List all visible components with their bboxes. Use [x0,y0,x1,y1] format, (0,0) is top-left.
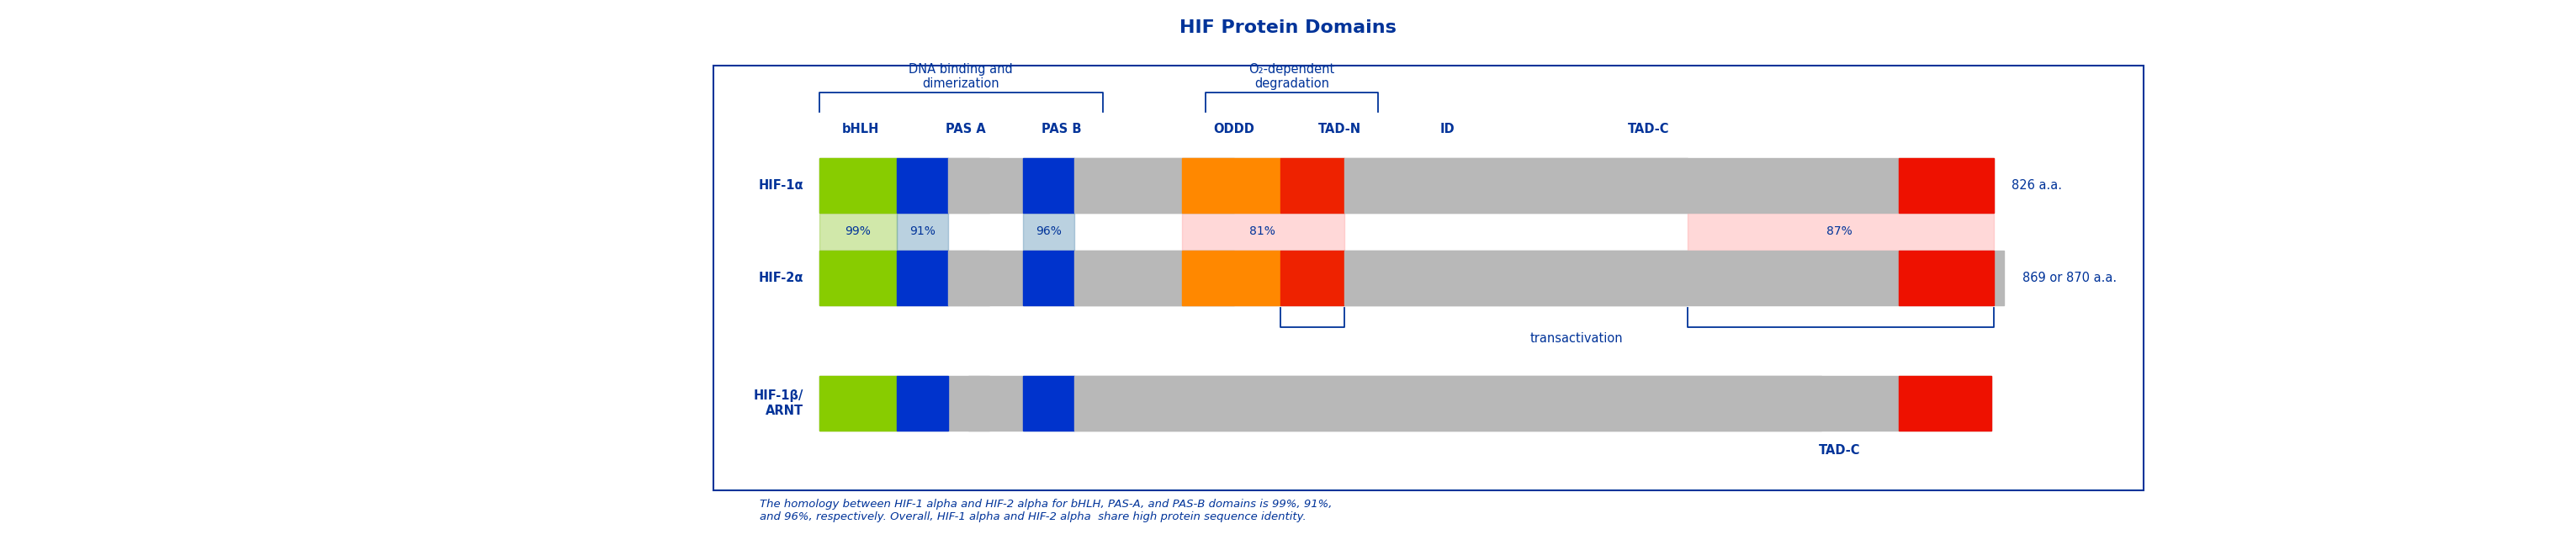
Bar [896,213,948,251]
Bar [1023,376,1074,431]
Bar [1074,376,1821,431]
Text: TAD-C: TAD-C [1819,444,1860,457]
Bar [948,251,969,305]
Bar [1345,251,1499,305]
Bar [1280,251,1345,305]
Text: bHLH: bHLH [842,123,878,135]
Text: TAD-C: TAD-C [1628,123,1669,135]
Bar [1687,213,1994,251]
Text: HIF-2α: HIF-2α [760,271,804,284]
Bar [819,376,896,431]
Bar [1499,251,1687,305]
Text: ID: ID [1440,123,1455,135]
Bar [819,158,896,213]
Text: PAS B: PAS B [1041,123,1082,135]
Bar [1074,158,1234,213]
Bar [1023,158,1074,213]
Text: DNA binding and
dimerization: DNA binding and dimerization [909,63,1012,90]
Text: 99%: 99% [845,226,871,238]
Text: 869 or 870 a.a.: 869 or 870 a.a. [2022,271,2117,284]
Bar [1023,213,1074,251]
Text: The homology between HIF-1 alpha and HIF-2 alpha for bHLH, PAS-A, and PAS-B doma: The homology between HIF-1 alpha and HIF… [760,499,1332,522]
Bar [969,376,989,431]
Bar [1499,158,1687,213]
Text: HIF-1β/
ARNT: HIF-1β/ ARNT [755,390,804,417]
Bar [714,65,2143,490]
Text: 826 a.a.: 826 a.a. [2012,179,2063,192]
Bar [819,213,896,251]
Bar [1280,158,1345,213]
Bar [1074,251,1234,305]
Bar [896,158,948,213]
Text: 91%: 91% [909,226,935,238]
Bar [819,251,2004,305]
Bar [969,158,989,213]
Bar [948,158,969,213]
Bar [1899,376,1991,431]
Text: transactivation: transactivation [1530,332,1623,345]
Text: ODDD: ODDD [1213,123,1255,135]
Text: O₂-dependent
degradation: O₂-dependent degradation [1249,63,1334,90]
Text: PAS A: PAS A [945,123,987,135]
Bar [1182,251,1280,305]
Text: HIF-1α: HIF-1α [757,179,804,192]
Bar [819,376,1991,431]
Bar [819,158,1994,213]
Text: TAD-N: TAD-N [1319,123,1360,135]
Text: 96%: 96% [1036,226,1061,238]
Bar [896,251,948,305]
Text: HIF Protein Domains: HIF Protein Domains [1180,19,1396,36]
Bar [1899,251,1994,305]
Bar [896,376,948,431]
Bar [1182,213,1345,251]
Bar [1182,158,1280,213]
Bar [1345,158,1499,213]
Text: 81%: 81% [1249,226,1275,238]
Text: 87%: 87% [1826,226,1852,238]
Bar [969,251,989,305]
Bar [1023,251,1074,305]
Bar [819,251,896,305]
Bar [1899,158,1994,213]
